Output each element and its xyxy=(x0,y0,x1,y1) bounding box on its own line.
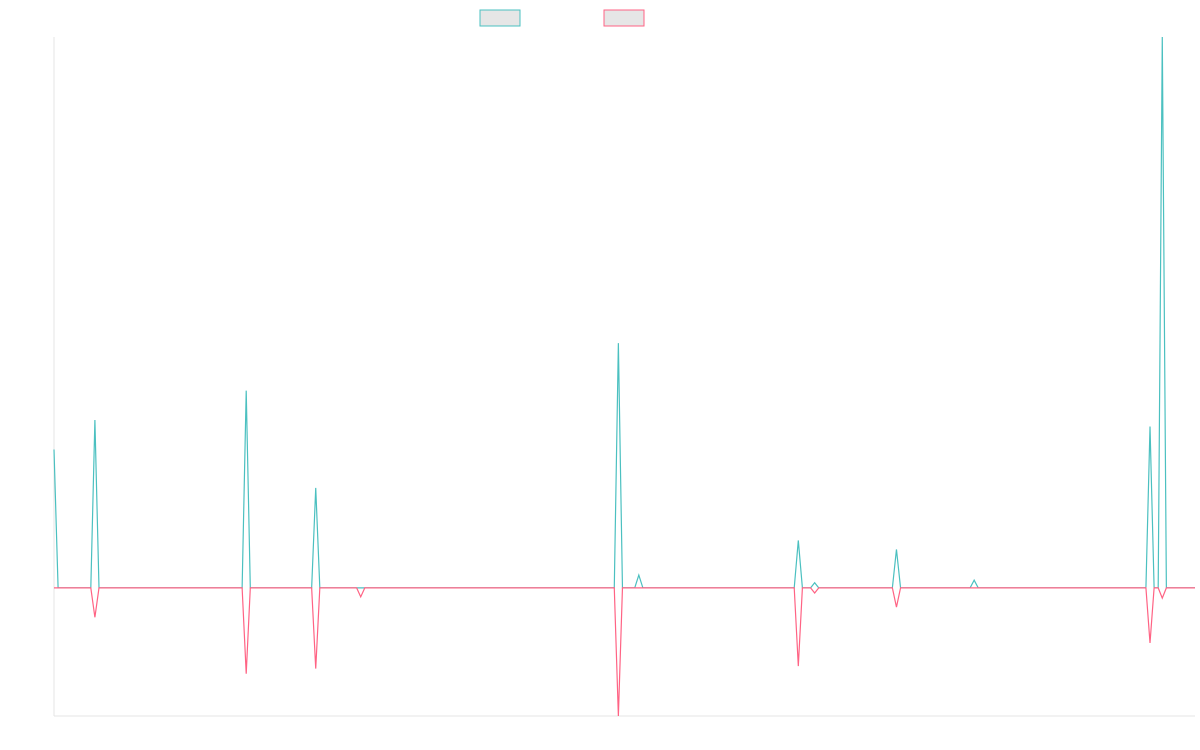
series-line-1 xyxy=(53,36,1195,589)
axes xyxy=(53,37,1195,717)
series-line-2 xyxy=(54,587,1195,717)
series-layer xyxy=(53,36,1195,717)
legend-swatch-2[interactable] xyxy=(603,9,645,27)
legend-swatch-1[interactable] xyxy=(479,9,521,27)
legend[interactable] xyxy=(479,9,645,27)
